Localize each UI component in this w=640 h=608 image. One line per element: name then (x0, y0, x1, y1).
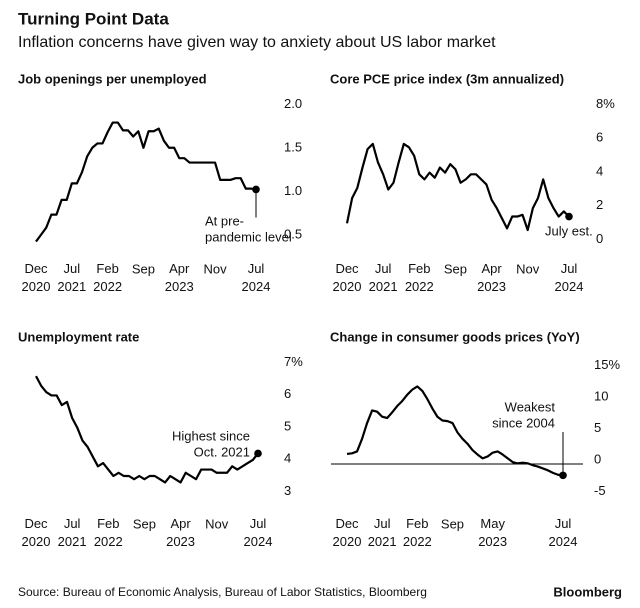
end-marker (252, 185, 260, 194)
x-tick-label: Sep (132, 261, 155, 276)
annotation: since 2004 (492, 415, 555, 430)
brand: Bloomberg (553, 584, 622, 599)
x-tick-label: Sep (441, 516, 464, 531)
end-marker (254, 449, 262, 458)
annotation: Oct. 2021 (194, 444, 250, 459)
x-tick-label: May 2023 (478, 516, 507, 549)
panel-title: Unemployment rate (18, 329, 139, 344)
y-tick-label: 1.5 (284, 140, 302, 155)
x-tick-label: Dec 2020 (333, 261, 362, 294)
data-line (345, 142, 570, 232)
annotation: At pre- (205, 213, 244, 228)
data-line (35, 375, 259, 484)
x-tick-label: Dec 2020 (22, 516, 51, 549)
y-tick-label: 0.5 (284, 226, 302, 241)
y-tick-label: 6 (596, 130, 603, 145)
x-tick-label: Jul 2024 (555, 261, 584, 294)
y-tick-label: 0 (596, 231, 603, 246)
x-tick-label: Jul 2024 (549, 516, 578, 549)
x-tick-label: Apr 2023 (477, 261, 506, 294)
y-tick-label: 8% (596, 96, 615, 111)
end-marker (565, 212, 573, 221)
y-tick-label: 1.0 (284, 183, 302, 198)
x-tick-label: Dec 2020 (333, 516, 362, 549)
y-tick-label: 5 (594, 420, 601, 435)
x-tick-label: Sep (133, 516, 156, 531)
y-tick-label: 3 (284, 483, 291, 498)
x-tick-label: Jul 2024 (242, 261, 271, 294)
x-tick-label: Feb 2022 (403, 516, 432, 549)
x-tick-label: Nov (205, 516, 229, 531)
y-tick-label: 4 (596, 163, 603, 178)
x-tick-label: Feb 2022 (93, 261, 122, 294)
y-tick-label: 4 (284, 451, 291, 466)
x-tick-label: Nov (204, 261, 228, 276)
annotation: pandemic level (205, 229, 292, 244)
panel-title: Job openings per unemployed (18, 71, 207, 86)
x-tick-label: Jul 2021 (369, 261, 398, 294)
x-tick-label: Apr 2023 (165, 261, 194, 294)
page-title: Turning Point Data (18, 9, 169, 28)
source: Source: Bureau of Economic Analysis, Bur… (18, 585, 427, 599)
y-tick-label: 6 (284, 386, 291, 401)
y-tick-label: 5 (284, 418, 291, 433)
x-tick-label: Feb 2022 (94, 516, 123, 549)
x-tick-label: Jul 2021 (57, 261, 86, 294)
y-tick-label: 2 (596, 197, 603, 212)
annotation: July est. (545, 223, 593, 238)
end-marker (559, 471, 567, 480)
x-tick-label: Jul 2021 (368, 516, 397, 549)
x-tick-label: Dec 2020 (22, 261, 51, 294)
panel-title: Core PCE price index (3m annualized) (330, 71, 564, 86)
y-tick-label: 2.0 (284, 96, 302, 111)
y-tick-label: -5 (594, 483, 606, 498)
x-tick-label: Feb 2022 (405, 261, 434, 294)
y-tick-label: 0 (594, 451, 601, 466)
x-tick-label: Jul 2021 (58, 516, 87, 549)
page-subtitle: Inflation concerns have given way to anx… (18, 34, 496, 51)
x-tick-label: Sep (444, 261, 467, 276)
x-tick-label: Jul 2024 (244, 516, 273, 549)
data-line (346, 385, 564, 477)
x-tick-label: Nov (516, 261, 540, 276)
y-tick-label: 7% (284, 354, 303, 369)
data-line (35, 121, 257, 243)
annotation: Highest since (172, 428, 250, 443)
panel-title: Change in consumer goods prices (YoY) (330, 329, 580, 344)
y-tick-label: 10 (594, 388, 608, 403)
y-tick-label: 15% (594, 357, 620, 372)
annotation: Weakest (505, 399, 556, 414)
x-tick-label: Apr 2023 (166, 516, 195, 549)
